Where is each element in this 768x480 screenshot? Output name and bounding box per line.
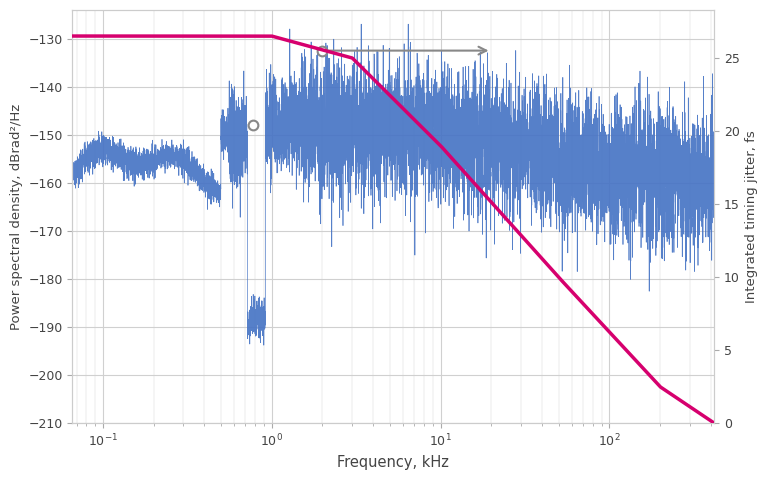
Y-axis label: Integrated timing jitter, fs: Integrated timing jitter, fs (745, 130, 758, 303)
X-axis label: Frequency, kHz: Frequency, kHz (337, 455, 449, 470)
Y-axis label: Power spectral density, dBrad²/Hz: Power spectral density, dBrad²/Hz (10, 103, 23, 330)
